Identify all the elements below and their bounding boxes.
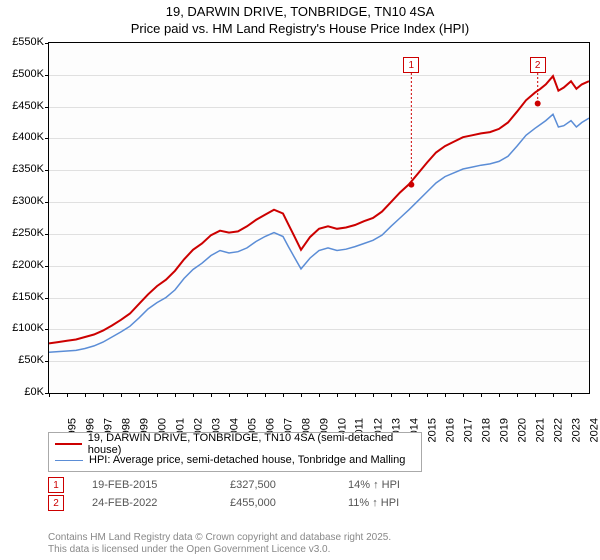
legend-swatch — [55, 443, 82, 445]
title-line-1: 19, DARWIN DRIVE, TONBRIDGE, TN10 4SA — [0, 4, 600, 21]
chart-container: 19, DARWIN DRIVE, TONBRIDGE, TN10 4SA Pr… — [0, 0, 600, 560]
y-axis-tick-label: £0K — [24, 386, 44, 398]
series-line-hpi — [49, 114, 589, 352]
marker-delta: 14% ↑ HPI — [348, 479, 400, 491]
x-axis-tick-label: 2015 — [426, 418, 438, 442]
legend-row: HPI: Average price, semi-detached house,… — [55, 452, 415, 468]
y-axis-tick-label: £500K — [12, 68, 44, 80]
marker-price: £327,500 — [230, 479, 320, 491]
legend-box: 19, DARWIN DRIVE, TONBRIDGE, TN10 4SA (s… — [48, 432, 422, 472]
y-axis-tick-label: £200K — [12, 259, 44, 271]
marker-date: 24-FEB-2022 — [92, 497, 202, 509]
y-axis-tick-label: £100K — [12, 322, 44, 334]
x-axis-tick-label: 2017 — [462, 418, 474, 442]
footer-line-1: Contains HM Land Registry data © Crown c… — [48, 532, 391, 544]
footer-line-2: This data is licensed under the Open Gov… — [48, 544, 391, 556]
y-axis-tick-label: £450K — [12, 100, 44, 112]
legend-label: HPI: Average price, semi-detached house,… — [89, 454, 405, 466]
y-axis-labels: £0K£50K£100K£150K£200K£250K£300K£350K£40… — [0, 42, 46, 392]
x-axis-tick-label: 2016 — [444, 418, 456, 442]
marker-table-badge: 2 — [48, 495, 64, 511]
chart-plot-area: 12 — [48, 42, 590, 394]
title-block: 19, DARWIN DRIVE, TONBRIDGE, TN10 4SA Pr… — [0, 0, 600, 38]
x-axis-tick-label: 2019 — [498, 418, 510, 442]
y-axis-tick-label: £250K — [12, 227, 44, 239]
legend-swatch — [55, 460, 83, 461]
y-axis-tick-label: £50K — [18, 354, 44, 366]
y-axis-tick-label: £550K — [12, 36, 44, 48]
marker-table-badge: 1 — [48, 477, 64, 493]
y-axis-tick-label: £300K — [12, 195, 44, 207]
series-line-price_paid — [49, 76, 589, 343]
legend-label: 19, DARWIN DRIVE, TONBRIDGE, TN10 4SA (s… — [88, 432, 415, 456]
marker-point — [535, 100, 541, 106]
marker-table: 1 19-FEB-2015 £327,500 14% ↑ HPI 2 24-FEB-202… — [48, 476, 400, 512]
x-axis-tick-label: 2024 — [588, 418, 600, 442]
y-axis-tick-label: £350K — [12, 163, 44, 175]
x-axis-tick-label: 2020 — [516, 418, 528, 442]
marker-price: £455,000 — [230, 497, 320, 509]
marker-date: 19-FEB-2015 — [92, 479, 202, 491]
x-axis-tick-label: 2021 — [534, 418, 546, 442]
marker-table-row: 1 19-FEB-2015 £327,500 14% ↑ HPI — [48, 476, 400, 494]
plot-svg — [49, 43, 589, 393]
marker-point — [408, 182, 414, 188]
x-axis-tick-label: 2022 — [552, 418, 564, 442]
legend-row: 19, DARWIN DRIVE, TONBRIDGE, TN10 4SA (s… — [55, 436, 415, 452]
marker-table-row: 2 24-FEB-2022 £455,000 11% ↑ HPI — [48, 494, 400, 512]
title-line-2: Price paid vs. HM Land Registry's House … — [0, 21, 600, 38]
marker-badge: 2 — [530, 57, 546, 73]
marker-badge: 1 — [403, 57, 419, 73]
x-axis-tick-label: 2023 — [570, 418, 582, 442]
footer-attribution: Contains HM Land Registry data © Crown c… — [48, 532, 391, 556]
x-axis-labels: 1995199619971998199920002001200220032004… — [48, 396, 588, 436]
y-axis-tick-label: £150K — [12, 291, 44, 303]
marker-delta: 11% ↑ HPI — [348, 497, 399, 509]
y-axis-tick-label: £400K — [12, 131, 44, 143]
x-axis-tick-label: 2018 — [480, 418, 492, 442]
